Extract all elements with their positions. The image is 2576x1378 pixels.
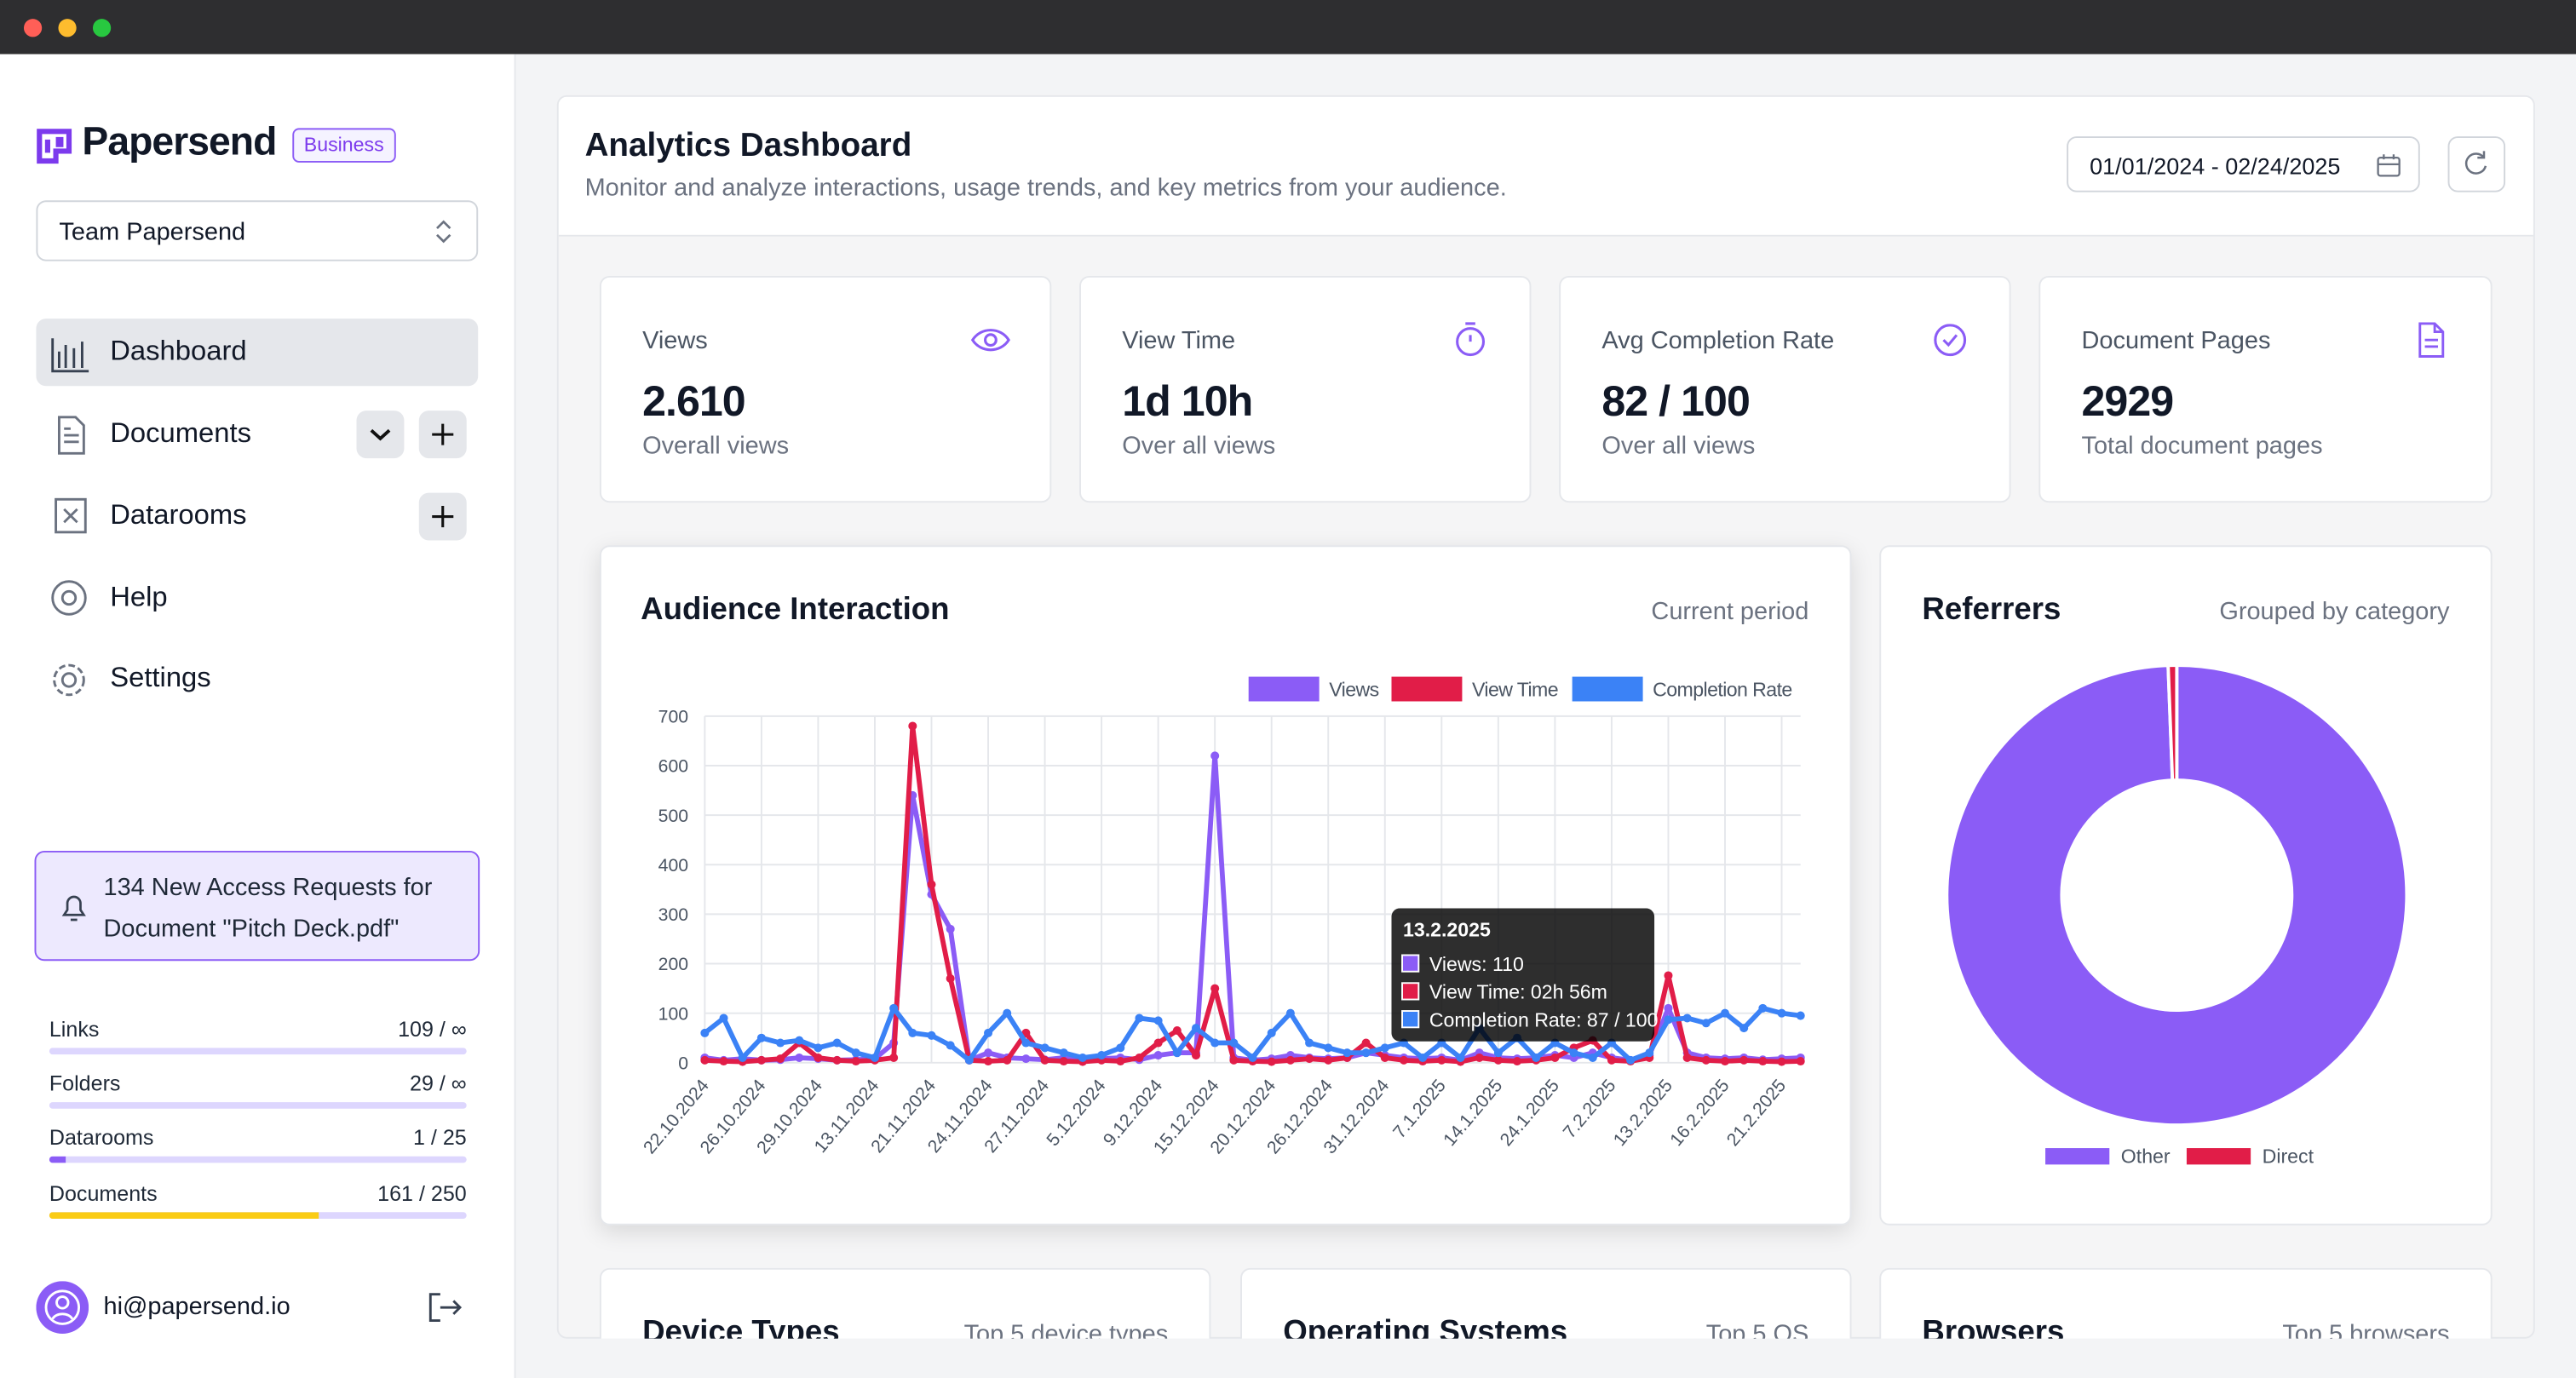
timer-icon (1456, 322, 1486, 357)
usage-label: Documents (49, 1180, 158, 1205)
stat-value: 2.610 (642, 376, 746, 426)
chart-subtitle: Current period (1651, 597, 1809, 626)
section-card: Device Types Top 5 device types (599, 1267, 1211, 1339)
nav-item[interactable]: Datarooms (110, 499, 247, 531)
section-subtitle: Top 5 browsers (2282, 1320, 2450, 1339)
chart-card (599, 545, 1852, 1226)
avatar[interactable] (36, 1281, 89, 1334)
stat-note: Overall views (642, 432, 790, 460)
usage-label: Datarooms (49, 1125, 154, 1151)
usage-value: 109 / ∞ (398, 1016, 467, 1042)
stat-card: Avg Completion Rate 82 / 100 Over all view… (1559, 275, 2011, 503)
stat-card: Views 2.610 Overall views (599, 275, 1052, 503)
team-name: Team Papersend (59, 218, 246, 247)
usage-value: 161 / 250 (377, 1180, 467, 1205)
plan-badge: Business (292, 128, 396, 163)
add-button[interactable] (418, 492, 467, 541)
logout-icon[interactable] (427, 1291, 463, 1324)
nav-item[interactable]: Documents (110, 416, 252, 449)
brand: Papersend (82, 119, 277, 164)
usage-label: Folders (49, 1071, 121, 1096)
stat-card: Document Pages 2929 Total document pages (2038, 275, 2493, 503)
chart-title: Audience Interaction (641, 593, 950, 628)
lower-sections: Device Types Top 5 device types Operating… (557, 1267, 2535, 1339)
stat-note: Over all views (1601, 432, 1756, 460)
usage-bar (49, 1157, 467, 1164)
logo-icon (37, 129, 72, 164)
section-title: Browsers (1922, 1315, 2065, 1339)
chart-card (1879, 545, 2493, 1226)
stat-note: Total document pages (2081, 432, 2323, 460)
usage-label: Links (49, 1016, 100, 1042)
window-controls[interactable] (0, 0, 131, 55)
stat-value: 1d 10h (1122, 376, 1253, 426)
expand-button[interactable] (356, 411, 405, 459)
usage-bar (49, 1102, 467, 1110)
notice[interactable]: 134 New Access Requests for Document "Pi… (34, 850, 480, 962)
usage-fill (49, 1157, 66, 1164)
usage-value: 1 / 25 (412, 1125, 467, 1151)
nav-item[interactable]: Settings (110, 662, 211, 693)
calendar-icon (2377, 154, 2401, 177)
nav-icons (51, 338, 89, 697)
date-range: 01/01/2024 - 02/24/2025 (2090, 152, 2341, 180)
nav-active[interactable] (36, 319, 479, 387)
eye-icon (970, 329, 1010, 352)
date-picker[interactable]: 01/01/2024 - 02/24/2025 (2067, 136, 2420, 192)
stat-value: 82 / 100 (1601, 376, 1751, 426)
chart-title: Referrers (1922, 593, 2061, 628)
stat-label: Avg Completion Rate (1601, 326, 1835, 355)
doc-icon (2418, 322, 2445, 358)
add-button[interactable] (418, 411, 467, 459)
stat-label: View Time (1122, 326, 1236, 355)
section-card: Browsers Top 5 browsers (1879, 1267, 2493, 1339)
section-subtitle: Top 5 device types (963, 1320, 1169, 1339)
team-select[interactable]: Team Papersend (36, 200, 479, 261)
check-icon (1934, 324, 1967, 357)
nav-item[interactable]: Dashboard (110, 335, 247, 367)
stat-note: Over all views (1122, 432, 1276, 460)
chart-subtitle: Grouped by category (2219, 597, 2450, 626)
notice-text: 134 New Access Requests for Document "Pi… (103, 873, 433, 943)
stat-label: Document Pages (2081, 326, 2271, 355)
section-title: Operating Systems (1283, 1315, 1568, 1339)
nav-item[interactable]: Help (110, 581, 168, 613)
page-subtitle: Monitor and analyze interactions, usage … (584, 174, 1507, 203)
usage-bar (49, 1048, 467, 1055)
section-title: Device Types (642, 1315, 840, 1339)
select-icon (436, 220, 451, 244)
refresh-button[interactable] (2447, 136, 2506, 192)
section-card: Operating Systems Top 5 OS (1240, 1267, 1852, 1339)
user-email: hi@papersend.io (103, 1292, 290, 1321)
usage-value: 29 / ∞ (410, 1071, 467, 1096)
section-subtitle: Top 5 OS (1705, 1320, 1809, 1339)
usage-fill (49, 1211, 319, 1219)
stat-value: 2929 (2081, 376, 2174, 426)
page-title: Analytics Dashboard (584, 128, 912, 164)
bell-icon (61, 895, 86, 922)
stat-card: View Time 1d 10h Over all views (1079, 275, 1532, 503)
usage-bar (49, 1211, 467, 1219)
window-titlebar (0, 0, 2576, 55)
stat-label: Views (642, 326, 708, 355)
